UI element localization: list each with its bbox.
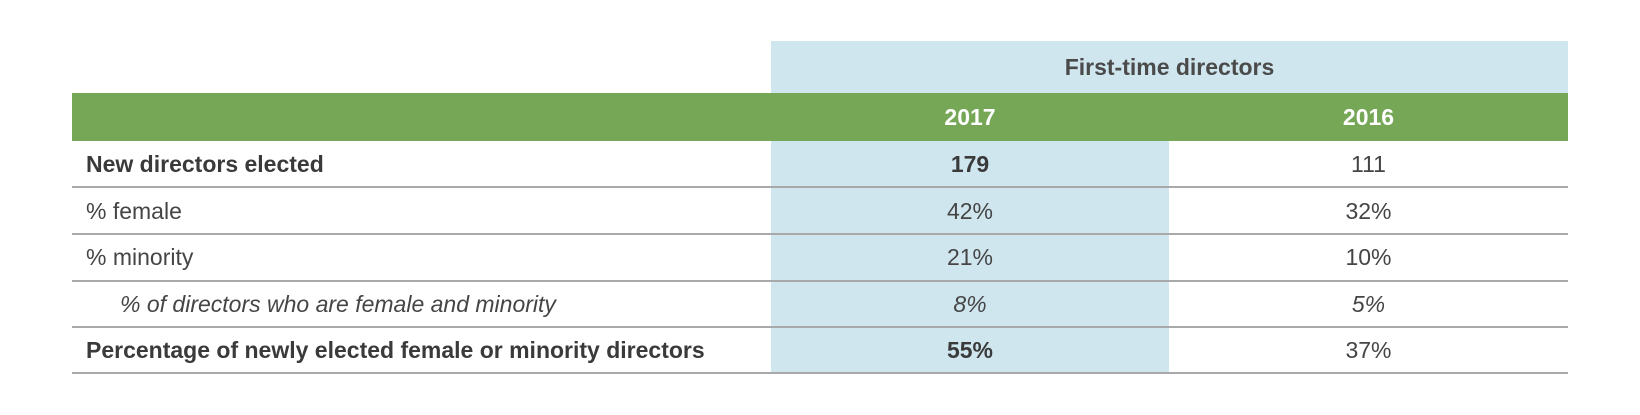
- row-label-female: % female: [86, 197, 182, 224]
- cell-female-or-minority-2017: 55%: [946, 336, 994, 363]
- row-label-minority: % minority: [86, 243, 194, 270]
- row-divider: [72, 326, 1568, 328]
- row-divider: [72, 372, 1568, 374]
- cell-female-2017: 42%: [946, 197, 994, 224]
- row-label-female-or-minority: Percentage of newly elected female or mi…: [86, 336, 705, 363]
- cell-female-and-minority-2017: 8%: [953, 290, 987, 317]
- row-divider: [72, 186, 1568, 188]
- column-header-2016: 2016: [1342, 103, 1395, 130]
- cell-minority-2016: 10%: [1345, 243, 1392, 270]
- column-header-2017: 2017: [944, 103, 996, 130]
- cell-new-directors-2017: 179: [950, 150, 990, 177]
- row-label-new-directors: New directors elected: [86, 150, 324, 177]
- year-header-bar: [72, 93, 1568, 141]
- cell-female-or-minority-2016: 37%: [1345, 336, 1392, 363]
- cell-minority-2017: 21%: [946, 243, 994, 270]
- row-divider: [72, 280, 1568, 282]
- highlight-band-2017: [771, 141, 1169, 372]
- row-divider: [72, 233, 1568, 235]
- cell-female-and-minority-2016: 5%: [1351, 290, 1386, 317]
- row-label-female-and-minority: % of directors who are female and minori…: [120, 290, 556, 317]
- cell-female-2016: 32%: [1345, 197, 1392, 224]
- group-header: First-time directors: [771, 41, 1568, 93]
- cell-new-directors-2016: 111: [1351, 150, 1386, 177]
